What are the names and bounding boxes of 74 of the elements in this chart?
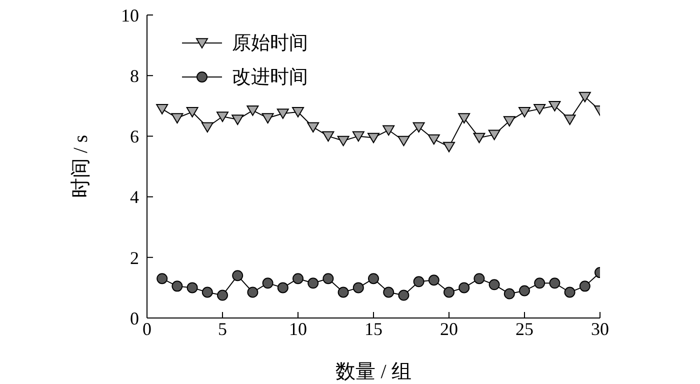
point: [322, 273, 334, 284]
point: [443, 142, 455, 152]
point: [202, 286, 213, 298]
point: [186, 282, 198, 294]
point: [488, 279, 500, 290]
x-tick-label: 20: [440, 318, 458, 339]
point: [337, 136, 350, 146]
point: [412, 122, 425, 133]
point: [578, 92, 591, 102]
y-tick-label: 8: [130, 66, 139, 86]
point: [368, 132, 380, 144]
point: [171, 113, 184, 124]
x-tick-label: 30: [591, 318, 609, 339]
point: [216, 112, 228, 122]
point: [488, 130, 500, 140]
point: [276, 108, 289, 119]
point: [398, 290, 410, 301]
point: [232, 270, 244, 282]
point: [413, 276, 424, 288]
point: [246, 106, 259, 116]
point: [518, 107, 530, 118]
x-axis-title: 数量 / 组: [336, 361, 412, 383]
point: [564, 286, 576, 298]
point: [156, 104, 168, 114]
point: [474, 273, 485, 284]
point: [444, 286, 454, 298]
point: [338, 286, 349, 298]
point: [352, 282, 364, 294]
point: [504, 288, 515, 300]
point: [534, 104, 546, 114]
point: [534, 278, 546, 289]
point: [308, 278, 319, 289]
point: [172, 280, 183, 292]
point: [368, 273, 379, 284]
point: [519, 285, 530, 296]
y-tick-label: 4: [130, 187, 139, 208]
x-tick-label: 15: [364, 318, 382, 339]
point: [186, 107, 198, 118]
point: [247, 286, 258, 298]
point: [201, 122, 214, 133]
x-tick-label: 5: [218, 318, 227, 339]
y-axis-title: 时间 / s: [70, 134, 92, 198]
point: [458, 113, 470, 124]
point: [322, 131, 334, 142]
x-tick-label: 0: [142, 318, 152, 339]
legend-label: 改进时间: [232, 66, 308, 90]
point: [352, 131, 364, 142]
point: [473, 132, 486, 144]
point: [217, 290, 228, 301]
point: [564, 114, 576, 125]
point: [398, 136, 410, 146]
x-tick-label: 10: [289, 318, 307, 339]
point: [382, 125, 395, 136]
point: [292, 107, 304, 118]
point: [262, 113, 274, 124]
y-tick-label: 2: [130, 248, 139, 268]
y-tick-label: 10: [121, 5, 139, 26]
point: [156, 273, 168, 284]
point: [262, 278, 274, 289]
point: [292, 273, 304, 284]
point: [232, 114, 244, 125]
y-tick-label: 6: [130, 126, 139, 147]
point: [428, 274, 440, 286]
point: [277, 282, 288, 294]
point: [503, 116, 516, 126]
point: [548, 101, 561, 112]
legend-label: 原始时间: [232, 32, 308, 56]
point: [307, 122, 320, 133]
point: [458, 282, 470, 294]
point: [428, 134, 440, 145]
point: [383, 286, 394, 298]
x-tick-label: 25: [516, 318, 534, 339]
point: [579, 280, 590, 292]
point: [549, 278, 560, 289]
